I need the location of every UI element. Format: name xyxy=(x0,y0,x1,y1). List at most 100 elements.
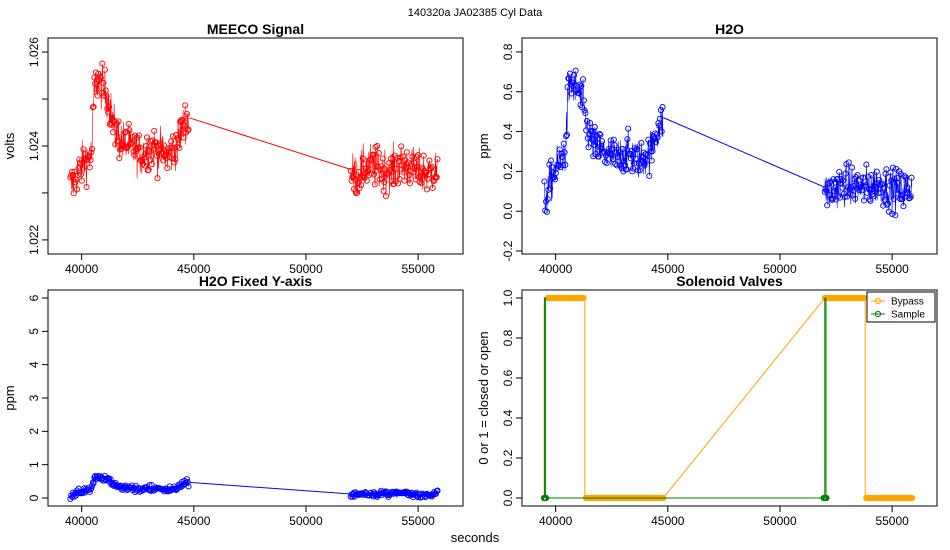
data-point xyxy=(97,74,104,81)
data-point xyxy=(641,162,648,169)
x-tick-label: 40000 xyxy=(65,514,99,528)
data-point xyxy=(570,79,577,86)
data-point xyxy=(607,137,614,144)
data-point xyxy=(423,186,430,193)
data-point xyxy=(568,90,575,97)
x-tick-label: 45000 xyxy=(177,262,211,276)
data-point xyxy=(859,183,866,190)
y-tick-label: 0.0 xyxy=(501,489,515,506)
data-point xyxy=(73,186,81,193)
data-point xyxy=(899,195,906,203)
figure-suptitle: 140320a JA02385 Cyl Data xyxy=(408,7,543,19)
data-point xyxy=(398,143,405,150)
data-point xyxy=(164,165,171,172)
data-point xyxy=(658,128,665,135)
data-point xyxy=(183,110,190,117)
data-point xyxy=(848,164,856,171)
data-point xyxy=(363,177,370,184)
data-point xyxy=(122,128,129,135)
data-point xyxy=(831,188,838,195)
y-tick-label: 5 xyxy=(27,328,41,335)
data-point xyxy=(616,149,623,156)
series-line-Sample xyxy=(543,297,827,499)
data-point xyxy=(639,157,646,164)
data-point xyxy=(593,132,600,139)
data-point xyxy=(362,165,370,172)
data-point xyxy=(135,132,143,139)
data-point xyxy=(358,181,365,189)
data-point xyxy=(564,84,571,91)
chart-meeco: MEECO Signal volts 40000 45000 50000 55000 1.0… xyxy=(2,21,464,276)
data-point xyxy=(634,167,642,174)
data-point xyxy=(598,138,606,145)
data-point xyxy=(542,207,549,214)
data-point xyxy=(829,195,836,202)
y-axis-label: ppm xyxy=(476,133,491,158)
x-tick-label: 55000 xyxy=(401,262,435,276)
data-point xyxy=(136,144,143,151)
data-point xyxy=(77,171,85,178)
data-point xyxy=(830,176,837,183)
data-point xyxy=(360,160,367,167)
data-point xyxy=(93,85,100,92)
data-point xyxy=(545,186,552,193)
data-point xyxy=(888,177,895,184)
data-point xyxy=(657,115,664,122)
data-point xyxy=(835,192,842,199)
data-point xyxy=(88,149,95,156)
y-tick-label: 0.8 xyxy=(501,329,515,346)
data-point xyxy=(844,184,852,191)
y-axis-label: ppm xyxy=(2,385,17,410)
data-point xyxy=(131,151,138,159)
data-point xyxy=(184,479,191,486)
data-point xyxy=(621,158,628,165)
data-point xyxy=(351,176,358,183)
data-point xyxy=(868,171,875,179)
y-tick-label: 1.024 xyxy=(27,131,41,161)
data-point xyxy=(576,81,583,88)
y-axis-label: volts xyxy=(2,132,17,159)
data-point xyxy=(105,103,113,110)
data-point xyxy=(559,153,566,161)
data-point xyxy=(907,193,914,200)
data-point xyxy=(370,151,377,158)
data-point xyxy=(90,103,97,110)
data-point xyxy=(559,162,567,169)
data-point xyxy=(602,158,609,165)
data-point xyxy=(382,193,390,200)
data-point xyxy=(182,102,189,109)
data-point xyxy=(180,134,187,141)
data-point xyxy=(584,118,591,125)
data-point xyxy=(547,157,555,164)
data-point xyxy=(79,165,86,172)
data-point-Sample xyxy=(542,494,550,502)
plot-title: Solenoid Valves xyxy=(676,273,783,289)
y-tick-label: 0 xyxy=(27,494,41,501)
data-point xyxy=(185,126,192,133)
data-point xyxy=(84,156,91,163)
y-tick-label: 1.0 xyxy=(501,289,515,306)
data-point xyxy=(113,120,120,127)
data-point xyxy=(865,185,872,192)
data-point xyxy=(625,125,632,132)
data-point xyxy=(824,202,831,209)
data-point xyxy=(154,175,161,182)
data-point xyxy=(71,168,78,175)
data-point xyxy=(116,155,123,162)
plot-area xyxy=(67,472,441,503)
data-point xyxy=(434,487,441,494)
data-point xyxy=(379,155,386,162)
data-point xyxy=(173,132,180,139)
legend-swatch-point xyxy=(874,310,882,318)
data-point xyxy=(891,175,898,182)
data-point xyxy=(902,174,909,181)
data-point xyxy=(96,73,104,80)
data-point xyxy=(114,137,121,144)
data-point xyxy=(873,168,880,175)
data-point xyxy=(657,107,664,114)
y-tick-label: 0.4 xyxy=(501,409,515,426)
data-point xyxy=(841,193,848,200)
data-point xyxy=(562,161,569,168)
data-point xyxy=(354,189,361,196)
data-point xyxy=(179,116,186,123)
